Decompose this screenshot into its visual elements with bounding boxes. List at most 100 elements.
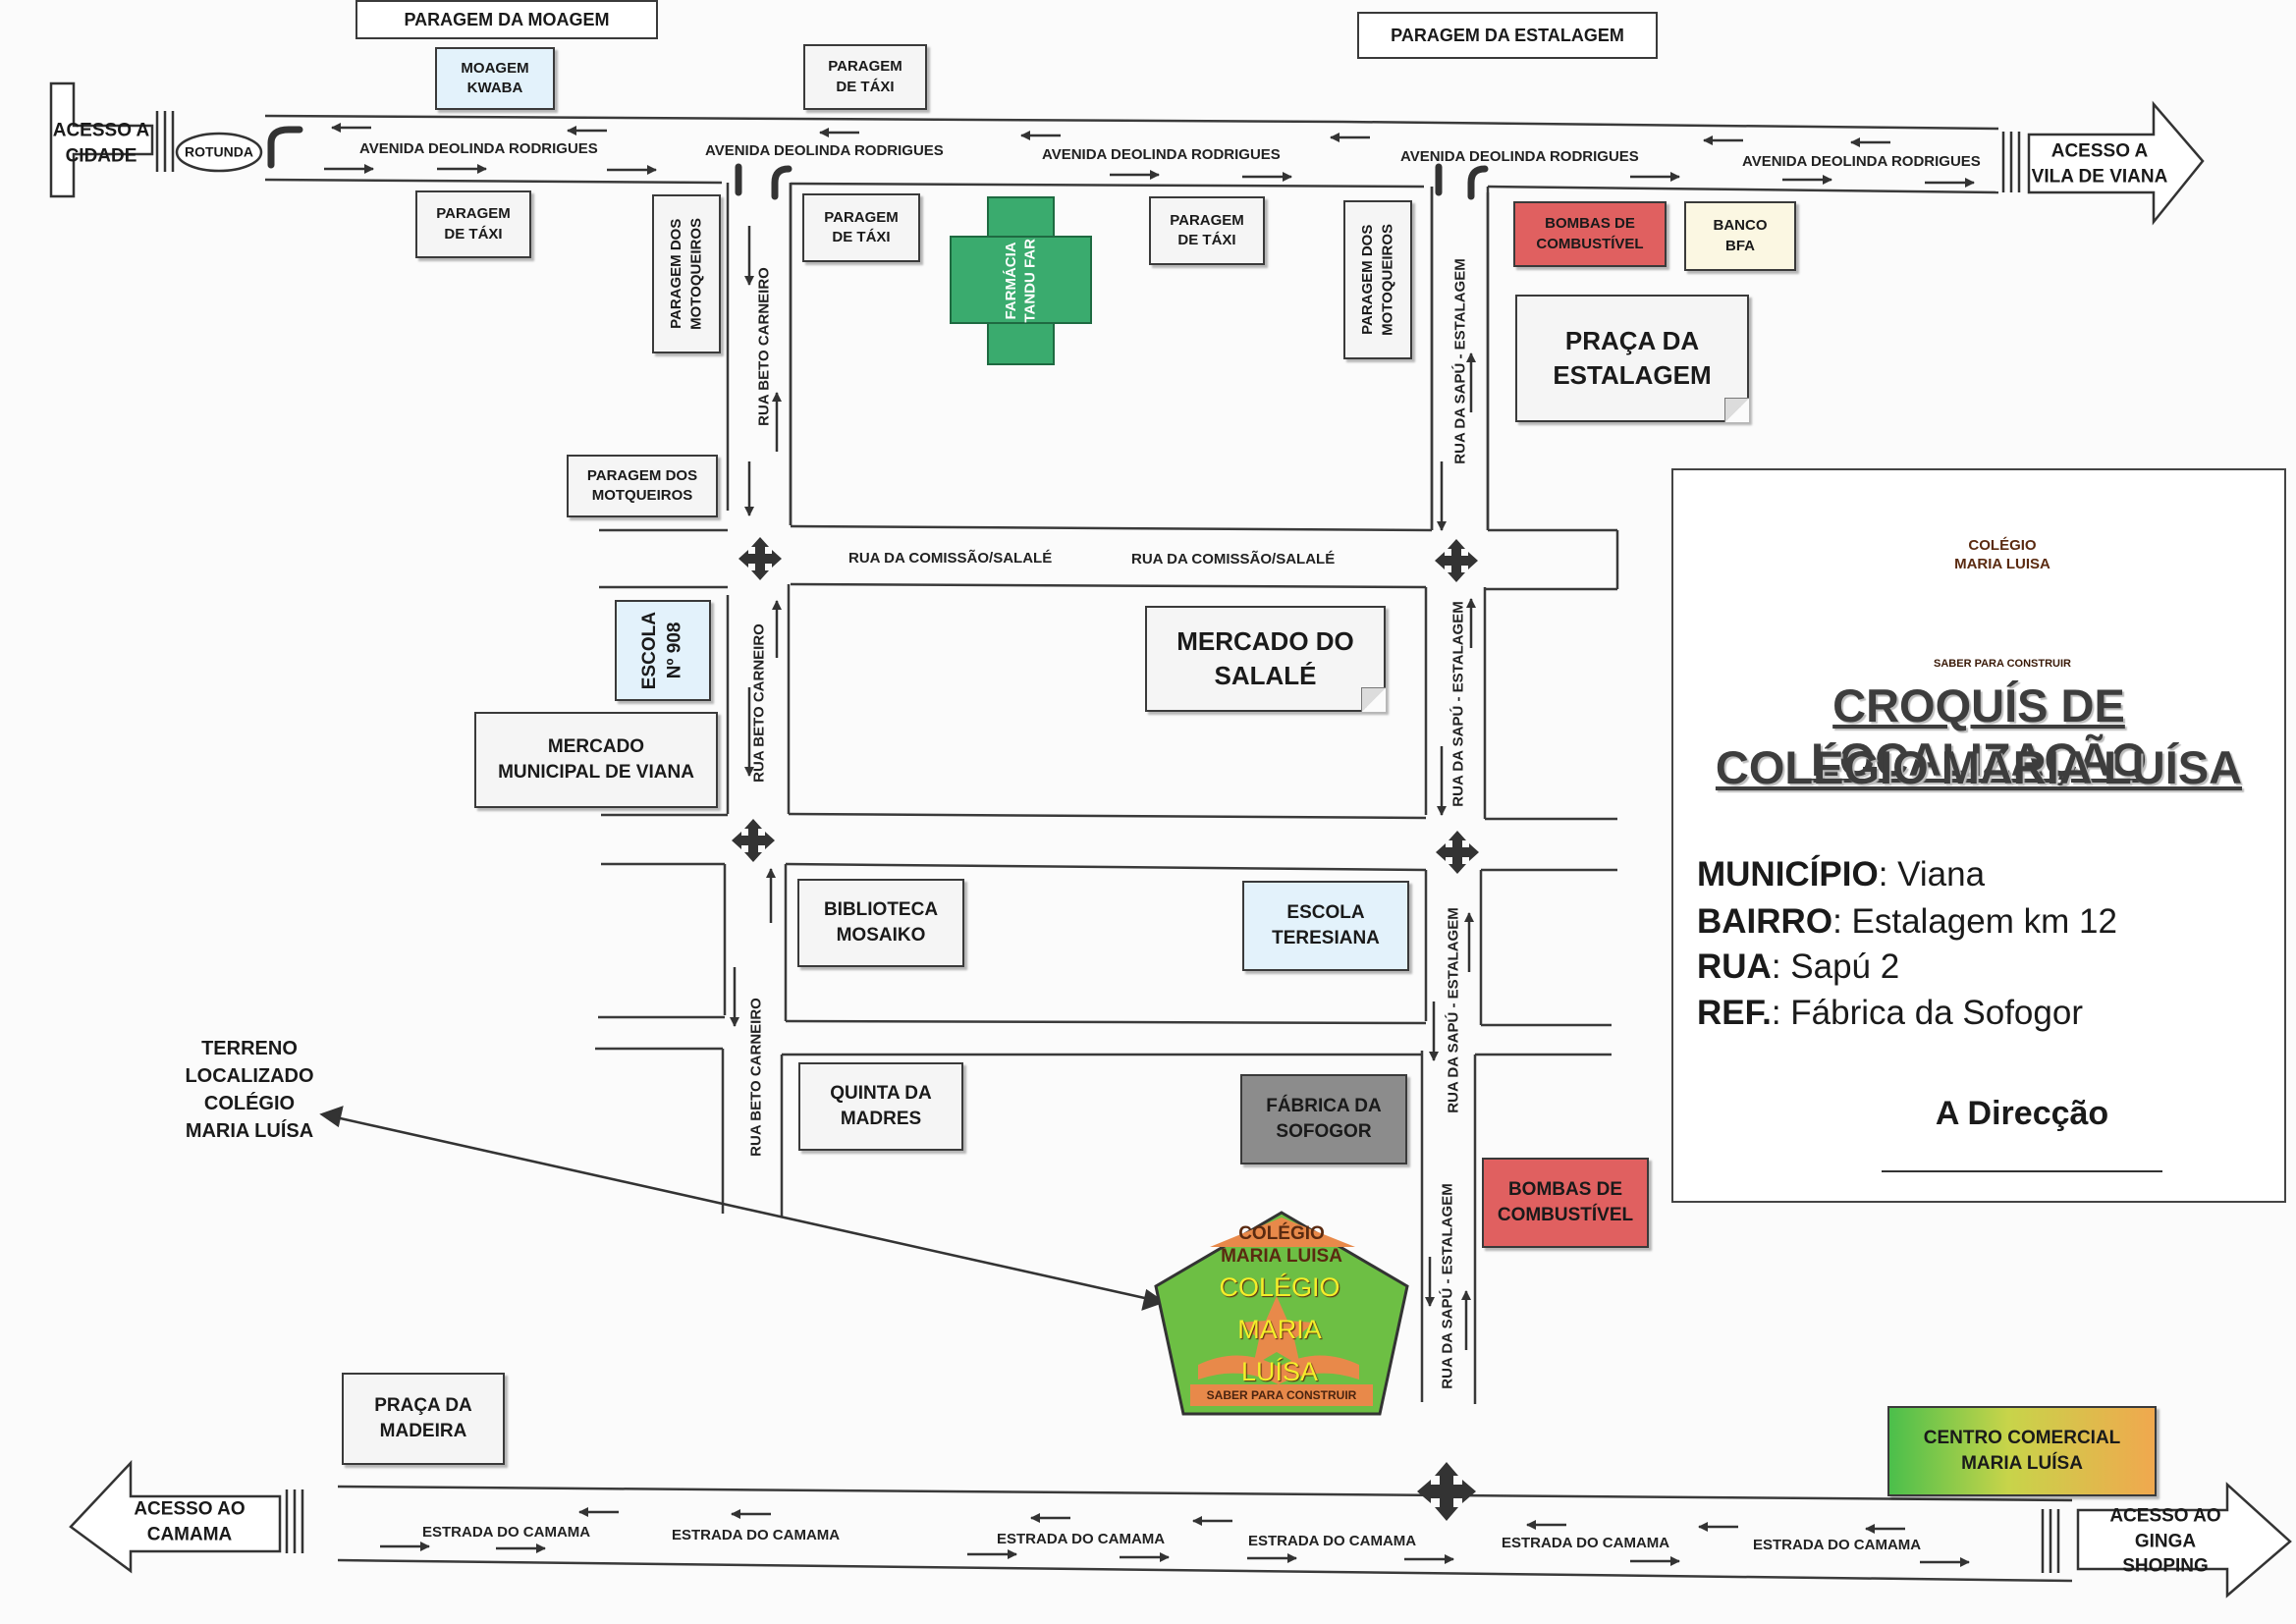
crossroad-sapu-middle (1436, 831, 1479, 874)
rotunda-label: ROTUNDA (185, 143, 253, 160)
praca-estalagem: PRAÇA DA ESTALAGEM (1515, 295, 1749, 422)
avenida-south-edge-mid (790, 182, 1425, 189)
avenida-north-edge (264, 114, 1999, 131)
farmacia-label-text: FARMÁCIA TANDU FAR (1003, 239, 1039, 323)
bairro-row: BAIRRO: Estalagem km 12 (1697, 902, 2117, 942)
avenida-deolinda-rodrigues-road (264, 114, 1999, 194)
camama-label-6: ESTRADA DO CAMAMA (1753, 1537, 1922, 1553)
farmacia-cross: FARMÁCIA TANDU FAR (950, 196, 1092, 365)
bombas-combustivel-south: BOMBAS DE COMBUSTÍVEL (1482, 1158, 1649, 1248)
avenida-south-edge-east (1487, 185, 1999, 194)
municipio-value: : Viana (1878, 855, 1986, 893)
middle-south-mid (785, 862, 1427, 872)
crossroad-beto-middle (732, 819, 775, 862)
camama-label-1: ESTRADA DO CAMAMA (422, 1524, 591, 1541)
paragem-motoqueiros-2-text: PARAGEM DOS MOTOQUEIROS (1358, 224, 1395, 336)
rua-row: RUA: Sapú 2 (1697, 947, 1899, 987)
school-motto-band (1190, 1384, 1373, 1406)
terreno-pointer-arrow (319, 1106, 1166, 1311)
bairro-label: BAIRRO (1697, 902, 1833, 941)
info-title-line2: COLÉGIO MARIA LUÍSA (1715, 741, 2243, 793)
municipio-label: MUNICÍPIO (1697, 855, 1879, 893)
rua-label: RUA (1697, 947, 1772, 986)
school-marker (1154, 1211, 1409, 1416)
ref-value: : Fábrica da Sofogor (1771, 994, 2083, 1032)
beto-carneiro-label-2: RUA BETO CARNEIRO (750, 623, 768, 783)
escola-teresiana: ESCOLA TERESIANA (1242, 881, 1409, 971)
avenida-label-4: AVENIDA DEOLINDA RODRIGUES (1400, 148, 1639, 165)
paragem-motoqueiros-3: PARAGEM DOS MOTQUEIROS (567, 455, 718, 517)
cross-street-middle (601, 812, 1617, 872)
sapu-label-2: RUA DA SAPÚ - ESTALAGEM (1449, 601, 1467, 807)
acesso-camama-arrow (69, 1459, 304, 1574)
paragem-taxi-top: PARAGEM DE TÁXI (803, 44, 927, 110)
comissao-label-1: RUA DA COMISSÃO/SALALÉ (848, 550, 1053, 567)
camama-north-edge (337, 1485, 2073, 1502)
crossroad-markers (732, 537, 1479, 1521)
turn-sapu-right (1467, 165, 1489, 200)
paragem-taxi-3: PARAGEM DE TÁXI (1149, 196, 1265, 265)
avenida-label-5: AVENIDA DEOLINDA RODRIGUES (1742, 153, 1981, 170)
comissao-north-mid (790, 524, 1433, 532)
camama-label-4: ESTRADA DO CAMAMA (1248, 1533, 1417, 1549)
bairro-value: : Estalagem km 12 (1832, 902, 2117, 941)
fabrica-sofogor: FÁBRICA DA SOFOGOR (1240, 1074, 1407, 1164)
sapu-label-3: RUA DA SAPÚ - ESTALAGEM (1445, 907, 1462, 1113)
acesso-viana-sign: ACESSO A VILA DE VIANA (2031, 140, 2168, 187)
rua-da-comissao-road (599, 524, 1617, 591)
camama-south-edge (337, 1558, 2073, 1583)
ref-label: REF. (1697, 994, 1772, 1032)
escola-908-text: ESCOLA Nº 908 (639, 611, 685, 690)
crossroad-camama (1417, 1462, 1476, 1521)
avenida-label-2: AVENIDA DEOLINDA RODRIGUES (705, 142, 944, 159)
beto-carneiro-label-3: RUA BETO CARNEIRO (747, 998, 765, 1157)
sapu-label-1: RUA DA SAPÚ - ESTALAGEM (1451, 258, 1469, 464)
mercado-salale: MERCADO DO SALALÉ (1145, 606, 1386, 712)
paragem-taxi-2: PARAGEM DE TÁXI (802, 193, 920, 262)
mercado-municipal-viana: MERCADO MUNICIPAL DE VIANA (474, 712, 718, 808)
acesso-ginga-arrow-shape (2076, 1482, 2292, 1598)
paragem-taxi-1: PARAGEM DE TÁXI (415, 190, 531, 258)
rotunda-roundabout (175, 132, 263, 173)
acesso-viana-arrow-shape (2027, 100, 2205, 226)
crossroad-beto-comissao (738, 537, 782, 580)
direccao-label: A Direcção (1935, 1095, 2109, 1132)
avenida-south-edge-west (264, 178, 723, 185)
info-panel: COLÉGIO MARIA LUISA SABER PARA CONSTRUIR… (1671, 468, 2286, 1203)
escola-908: ESCOLA Nº 908 (615, 600, 711, 701)
bombas-combustivel-top: BOMBAS DE COMBUSTÍVEL (1513, 201, 1667, 267)
camama-label-5: ESTRADA DO CAMAMA (1502, 1535, 1670, 1551)
traffic-direction-arrows (324, 123, 1975, 1567)
avenida-label-3: AVENIDA DEOLINDA RODRIGUES (1042, 146, 1281, 163)
pointer-head-end (1141, 1288, 1166, 1311)
acesso-viana-arrow (2001, 100, 2205, 226)
paragem-moagem-label: PARAGEM DA MOAGEM (355, 0, 658, 39)
sapu-label-4: RUA DA SAPÚ - ESTALAGEM (1439, 1183, 1456, 1389)
middle-north-mid (788, 812, 1427, 820)
school-marker-motto: SABER PARA CONSTRUIR (1206, 1388, 1357, 1402)
school-marker-banner: COLÉGIO MARIA LUISA (1221, 1223, 1342, 1267)
logo-motto-text: SABER PARA CONSTRUIR (1934, 658, 2071, 670)
acesso-cidade-sign: ACESSO A CIDADE (52, 120, 150, 166)
turn-arrows (267, 126, 1489, 200)
uturn-rotunda (267, 126, 303, 169)
estrada-do-camama-road (337, 1485, 2073, 1583)
school-marker-name: COLÉGIO MARIA LUÍSA (1219, 1272, 1340, 1387)
acesso-cidade-arrow (49, 81, 175, 198)
school-star-bg (1239, 1296, 1314, 1366)
moagem-kwaba: MOAGEM KWABA (435, 47, 555, 110)
beto-carneiro-label-1: RUA BETO CARNEIRO (755, 267, 773, 426)
paragem-motoqueiros-2: PARAGEM DOS MOTOQUEIROS (1343, 200, 1412, 359)
acesso-ginga-arrow (2041, 1482, 2292, 1598)
paragem-motoqueiros-1: PARAGEM DOS MOTOQUEIROS (652, 194, 721, 353)
south-north-mid (785, 1019, 1427, 1025)
camama-label-3: ESTRADA DO CAMAMA (997, 1531, 1166, 1547)
farmacia-cross-horizontal (950, 236, 1092, 324)
signature-line (1882, 1170, 2162, 1172)
comissao-south-mid (790, 582, 1427, 589)
praca-madeira: PRAÇA DA MADEIRA (342, 1373, 505, 1465)
avenida-label-1: AVENIDA DEOLINDA RODRIGUES (359, 140, 598, 157)
banco-bfa: BANCO BFA (1684, 201, 1796, 271)
rua-value: : Sapú 2 (1771, 947, 1900, 986)
